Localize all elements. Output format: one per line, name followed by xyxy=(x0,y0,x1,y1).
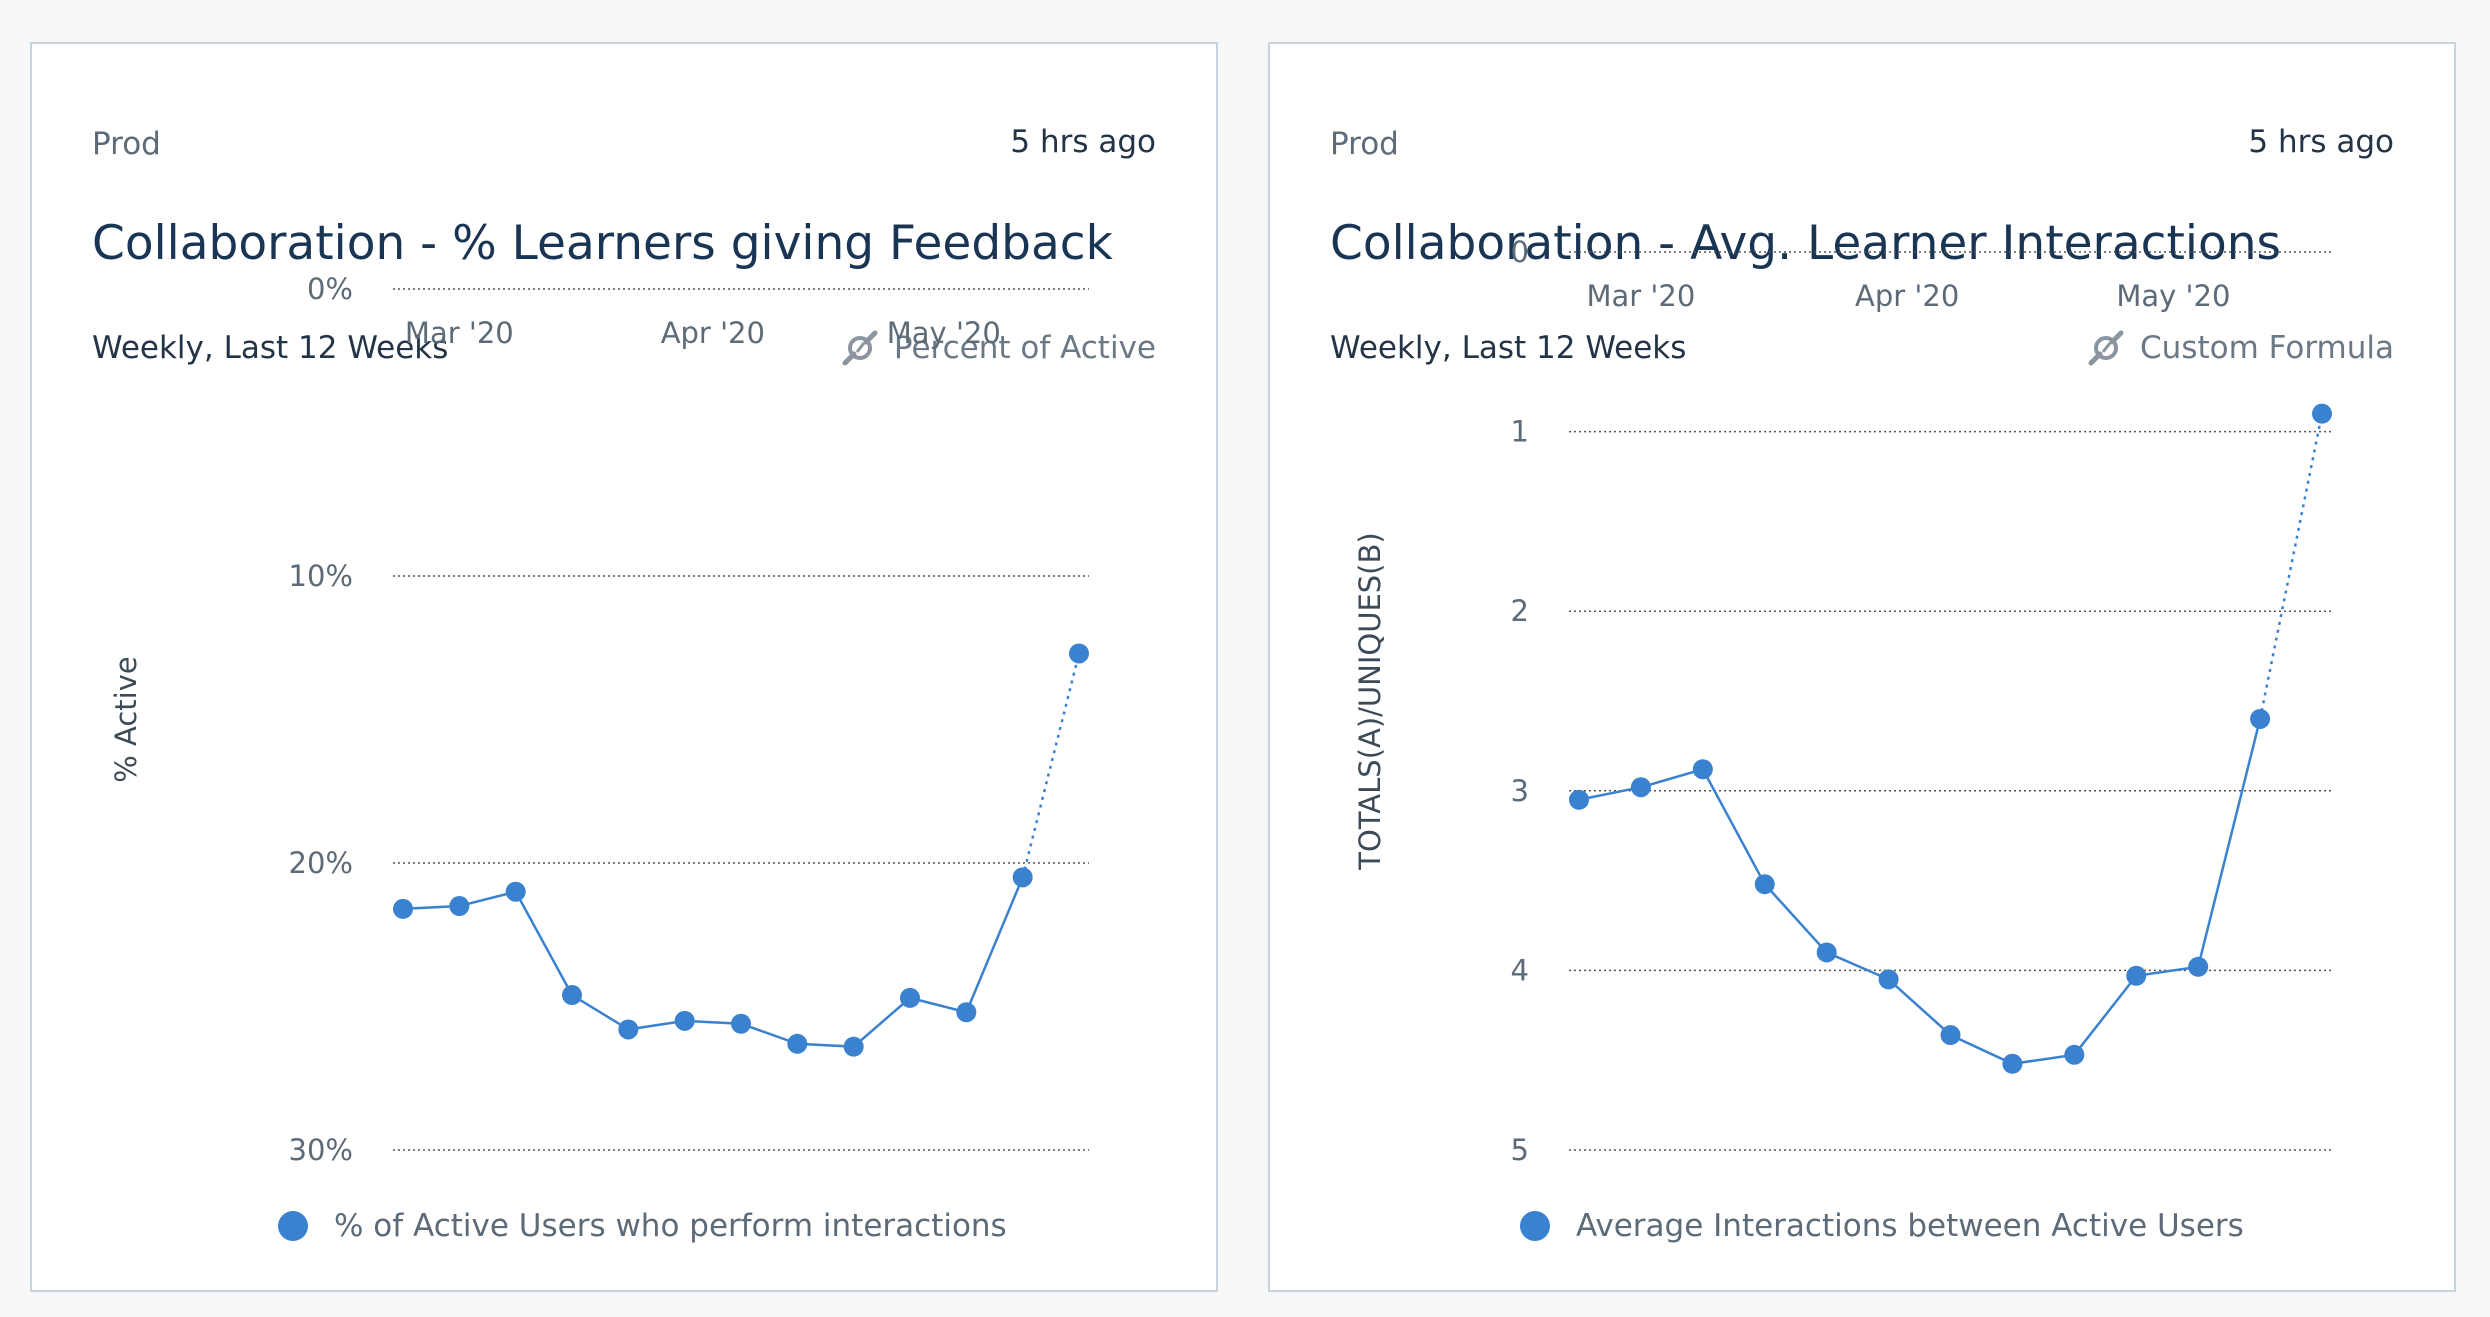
metric-type-label: Percent of Active xyxy=(893,330,1156,366)
y-tick-label: 0 xyxy=(1511,235,1529,269)
data-point xyxy=(843,1036,864,1057)
data-point xyxy=(618,1019,639,1040)
data-point xyxy=(674,1010,695,1031)
y-tick-label: 5 xyxy=(1511,1133,1529,1167)
y-tick-label: 2 xyxy=(1511,594,1529,628)
y-tick-label: 10% xyxy=(289,559,353,593)
x-tick-label: Mar '20 xyxy=(1587,279,1696,313)
series-line xyxy=(1578,718,2262,1066)
data-point xyxy=(2188,956,2209,977)
chart-title[interactable]: Collaboration - % Learners giving Feedba… xyxy=(92,216,1113,271)
updated-timestamp: 5 hrs ago xyxy=(2248,124,2394,160)
y-tick-label: 1 xyxy=(1511,415,1529,449)
y-tick-label: 3 xyxy=(1511,774,1529,808)
x-tick-label: Mar '20 xyxy=(405,316,514,350)
time-period-label: Weekly, Last 12 Weeks xyxy=(92,330,449,366)
y-axis-label: TOTALS(A)/UNIQUES(B) xyxy=(1353,532,1387,870)
data-point xyxy=(1940,1025,1961,1046)
legend-marker xyxy=(1520,1211,1550,1241)
data-point xyxy=(1630,777,1651,798)
data-point xyxy=(505,881,526,902)
data-point xyxy=(787,1033,808,1054)
time-period-label: Weekly, Last 12 Weeks xyxy=(1330,330,1687,366)
data-point xyxy=(956,1002,977,1023)
x-tick-label: Apr '20 xyxy=(1855,279,1959,313)
x-tick-label: May '20 xyxy=(2116,279,2230,313)
y-axis-label: % Active xyxy=(109,656,143,782)
data-point xyxy=(1692,759,1713,780)
data-point xyxy=(2250,708,2271,729)
x-tick-label: Apr '20 xyxy=(661,316,765,350)
data-point xyxy=(731,1013,751,1034)
data-point xyxy=(562,985,582,1006)
data-point xyxy=(393,898,413,919)
y-tick-label: 20% xyxy=(289,846,353,880)
formula-icon xyxy=(2086,328,2126,368)
x-tick-label: May '20 xyxy=(887,316,1001,350)
chart-card-feedback[interactable]: Prod 5 hrs ago Collaboration - % Learner… xyxy=(30,42,1218,1292)
legend-label: % of Active Users who perform interactio… xyxy=(334,1208,1007,1244)
data-point xyxy=(1878,969,1899,990)
data-point xyxy=(900,987,920,1008)
series-line-incomplete xyxy=(1021,653,1081,878)
data-point xyxy=(449,896,470,917)
data-point xyxy=(2312,403,2332,424)
data-point xyxy=(1816,942,1837,963)
data-point xyxy=(1069,643,1089,664)
data-point xyxy=(2126,965,2147,986)
series-line xyxy=(402,876,1024,1048)
metric-type[interactable]: Custom Formula xyxy=(2086,328,2394,368)
line-chart-feedback: 0% 10% 20% 30% % Active Mar '20 Apr '20 May '20 xyxy=(109,272,1089,1167)
updated-timestamp: 5 hrs ago xyxy=(1010,124,1156,160)
data-point xyxy=(1012,867,1033,888)
legend-label: Average Interactions between Active User… xyxy=(1576,1208,2244,1244)
chart-title[interactable]: Collaboration - Avg. Learner Interaction… xyxy=(1330,216,2282,271)
data-point xyxy=(2002,1053,2023,1074)
data-point xyxy=(1754,874,1775,895)
y-tick-label: 4 xyxy=(1511,953,1529,987)
line-chart-interactions: 0 1 2 3 4 5 TOTALS(A)/UNIQUES(B) Mar '20 Apr '20… xyxy=(1353,235,2332,1167)
environment-label: Prod xyxy=(92,126,161,162)
y-tick-label: 30% xyxy=(289,1133,353,1167)
legend-marker xyxy=(278,1211,308,1241)
y-tick-label: 0% xyxy=(307,272,353,306)
series-line-incomplete xyxy=(2258,413,2324,720)
environment-label: Prod xyxy=(1330,126,1399,162)
metric-type[interactable]: Percent of Active xyxy=(840,328,1156,368)
metric-type-label: Custom Formula xyxy=(2140,330,2394,366)
data-point xyxy=(1569,789,1589,810)
formula-icon xyxy=(840,328,880,368)
chart-legend[interactable]: Average Interactions between Active User… xyxy=(1520,1208,2244,1244)
data-point xyxy=(2064,1044,2085,1065)
chart-card-interactions[interactable]: Prod 5 hrs ago Collaboration - Avg. Lear… xyxy=(1268,42,2456,1292)
chart-legend[interactable]: % of Active Users who perform interactio… xyxy=(278,1208,1007,1244)
